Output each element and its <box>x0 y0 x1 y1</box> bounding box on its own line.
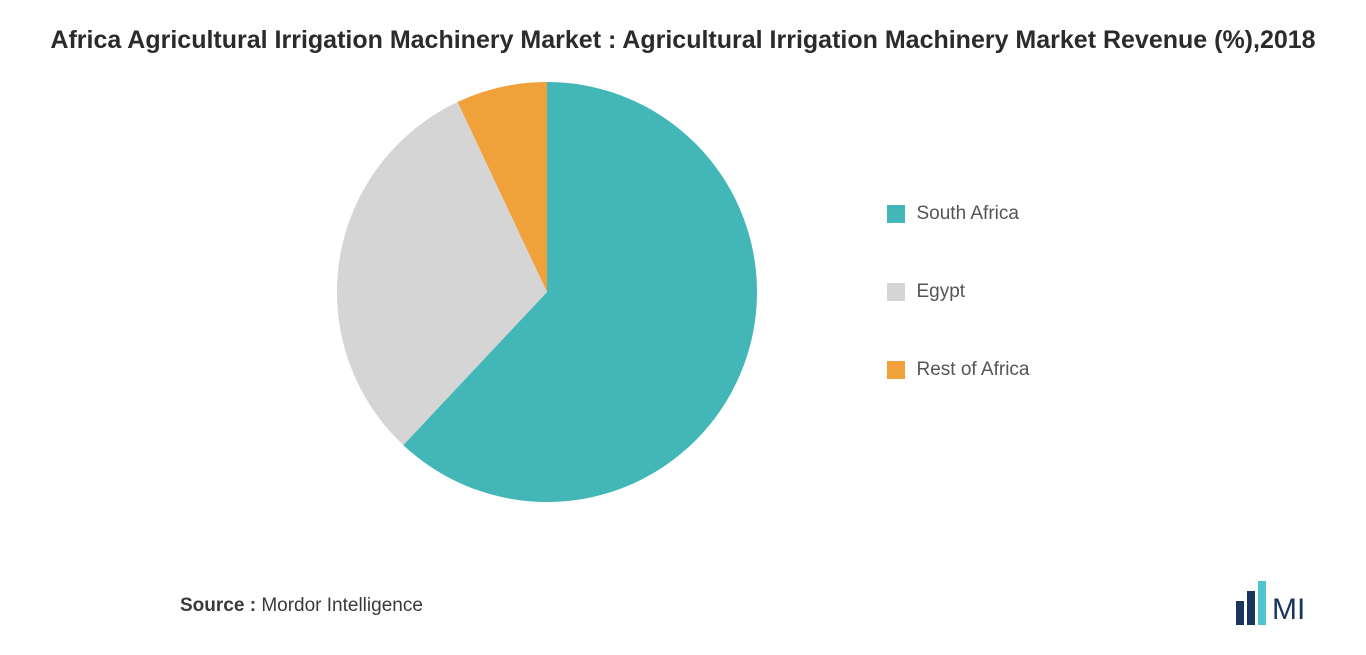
brand-text: MI <box>1272 593 1305 625</box>
chart-row: South Africa Egypt Rest of Africa <box>48 82 1318 502</box>
legend-item-south-africa: South Africa <box>887 203 1030 225</box>
pie-chart <box>337 82 757 502</box>
legend: South Africa Egypt Rest of Africa <box>887 203 1030 381</box>
chart-container: Africa Agricultural Irrigation Machinery… <box>0 0 1366 655</box>
legend-swatch <box>887 283 905 301</box>
brand-bars-icon <box>1236 581 1266 625</box>
legend-label: Rest of Africa <box>917 359 1030 381</box>
chart-title: Africa Agricultural Irrigation Machinery… <box>48 24 1318 58</box>
legend-item-rest-of-africa: Rest of Africa <box>887 359 1030 381</box>
legend-swatch <box>887 361 905 379</box>
pie-svg <box>337 82 757 502</box>
legend-swatch <box>887 205 905 223</box>
source-label: Source : <box>180 595 256 616</box>
brand-logo: MI <box>1236 581 1306 625</box>
legend-item-egypt: Egypt <box>887 281 1030 303</box>
source-attribution: Source : Mordor Intelligence <box>180 595 423 617</box>
legend-label: South Africa <box>917 203 1019 225</box>
legend-label: Egypt <box>917 281 966 303</box>
brand-logo-svg: MI <box>1236 581 1306 625</box>
source-text: Mordor Intelligence <box>261 595 423 616</box>
